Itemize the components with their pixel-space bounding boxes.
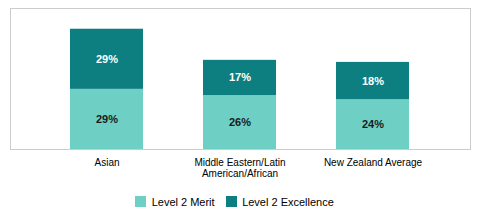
svg-text:18%: 18%	[362, 75, 384, 87]
svg-text:New Zealand Average: New Zealand Average	[324, 157, 423, 168]
svg-text:Middle Eastern/LatinAmerican/A: Middle Eastern/LatinAmerican/African	[194, 157, 285, 179]
svg-text:29%: 29%	[96, 53, 118, 65]
svg-text:24%: 24%	[362, 118, 384, 130]
html-text:Level 2 Merit: Level 2 Merit	[151, 195, 215, 208]
svg-text:26%: 26%	[229, 116, 251, 128]
svg-text:29%: 29%	[96, 113, 118, 125]
svg-text:17%: 17%	[229, 71, 251, 83]
html-text:Level 2 Excellence: Level 2 Excellence	[242, 195, 334, 208]
svg-text:Asian: Asian	[94, 157, 119, 168]
